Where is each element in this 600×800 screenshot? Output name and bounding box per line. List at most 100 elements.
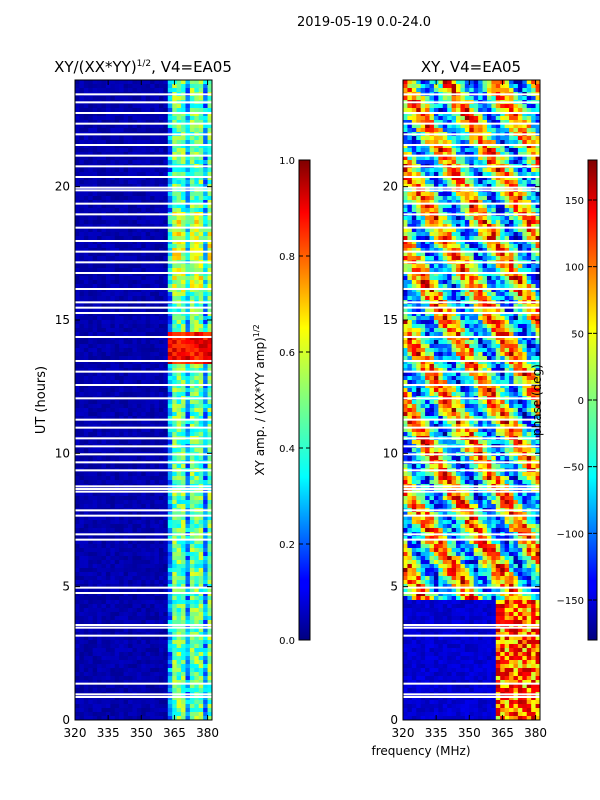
- heatmap-cell: [150, 160, 155, 165]
- heatmap-cell: [110, 696, 116, 701]
- heatmap-cell: [128, 240, 133, 245]
- heatmap-cell: [172, 116, 178, 121]
- heatmap-cell: [123, 220, 129, 225]
- heatmap-cell: [154, 308, 160, 313]
- flagged-row: [75, 485, 212, 488]
- heatmap-cell: [194, 424, 200, 429]
- heatmap-cell: [189, 80, 195, 85]
- heatmap-cell: [145, 660, 151, 665]
- heatmap-cell: [123, 168, 129, 173]
- heatmap-cell: [198, 612, 204, 617]
- heatmap-cell: [83, 628, 89, 633]
- heatmap-cell: [79, 556, 85, 561]
- heatmap-cell: [110, 152, 116, 157]
- heatmap-cell: [123, 544, 129, 549]
- heatmap-cell: [203, 144, 208, 149]
- heatmap-cell: [185, 408, 191, 413]
- heatmap-cell: [145, 448, 151, 453]
- heatmap-cell: [181, 204, 186, 209]
- heatmap-cell: [194, 244, 200, 249]
- heatmap-cell: [92, 636, 98, 641]
- heatmap-cell: [132, 88, 138, 93]
- heatmap-cell: [97, 640, 102, 645]
- heatmap-cell: [198, 228, 204, 233]
- heatmap-cell: [123, 596, 129, 601]
- heatmap-cell: [181, 648, 186, 653]
- heatmap-cell: [154, 528, 160, 533]
- heatmap-cell: [154, 512, 160, 517]
- heatmap-cell: [114, 292, 120, 297]
- heatmap-cell: [189, 636, 195, 641]
- heatmap-cell: [203, 440, 208, 445]
- heatmap-cell: [167, 128, 173, 133]
- heatmap-cell: [145, 540, 151, 545]
- heatmap-cell: [163, 124, 169, 129]
- heatmap-cell: [154, 432, 160, 437]
- heatmap-cell: [119, 320, 125, 325]
- heatmap-cell: [189, 660, 195, 665]
- heatmap-cell: [132, 700, 138, 705]
- heatmap-cell: [141, 424, 147, 429]
- heatmap-cell: [119, 136, 125, 141]
- heatmap-cell: [172, 324, 178, 329]
- heatmap-cell: [181, 636, 186, 641]
- heatmap-cell: [181, 672, 186, 677]
- heatmap-cell: [92, 496, 98, 501]
- heatmap-cell: [75, 496, 80, 501]
- heatmap-cell: [132, 268, 138, 273]
- heatmap-cell: [207, 288, 212, 293]
- heatmap-cell: [119, 456, 125, 461]
- heatmap-cell: [172, 208, 178, 213]
- heatmap-cell: [141, 336, 147, 341]
- heatmap-cell: [189, 420, 195, 425]
- heatmap-cell: [145, 500, 151, 505]
- heatmap-cell: [92, 448, 98, 453]
- heatmap-cell: [154, 588, 160, 593]
- heatmap-cell: [132, 568, 138, 573]
- heatmap-cell: [163, 580, 169, 585]
- heatmap-cell: [203, 416, 208, 421]
- heatmap-cell: [123, 120, 129, 125]
- heatmap-cell: [75, 456, 80, 461]
- heatmap-cell: [181, 104, 186, 109]
- heatmap-cell: [92, 472, 98, 477]
- heatmap-cell: [114, 264, 120, 269]
- heatmap-cell: [181, 304, 186, 309]
- heatmap-cell: [132, 264, 138, 269]
- heatmap-cell: [110, 368, 116, 373]
- heatmap-cell: [198, 264, 204, 269]
- heatmap-cell: [114, 352, 120, 357]
- heatmap-cell: [136, 680, 142, 685]
- heatmap-cell: [194, 512, 200, 517]
- heatmap-cell: [119, 348, 125, 353]
- heatmap-cell: [114, 360, 120, 365]
- heatmap-cell: [128, 412, 133, 417]
- heatmap-cell: [92, 440, 98, 445]
- heatmap-cell: [203, 664, 208, 669]
- heatmap-cell: [92, 408, 98, 413]
- heatmap-cell: [194, 588, 200, 593]
- heatmap-cell: [194, 700, 200, 705]
- heatmap-cell: [132, 160, 138, 165]
- heatmap-cell: [198, 624, 204, 629]
- heatmap-cell: [132, 624, 138, 629]
- heatmap-cell: [189, 400, 195, 405]
- heatmap-cell: [136, 328, 142, 333]
- heatmap-cell: [79, 388, 85, 393]
- heatmap-cell: [145, 200, 151, 205]
- heatmap-cell: [176, 420, 182, 425]
- heatmap-cell: [114, 344, 120, 349]
- heatmap-cell: [141, 400, 147, 405]
- heatmap-cell: [105, 488, 111, 493]
- heatmap-cell: [198, 572, 204, 577]
- heatmap-cell: [198, 472, 204, 477]
- heatmap-cell: [79, 344, 85, 349]
- heatmap-cell: [75, 524, 80, 529]
- heatmap-cell: [185, 576, 191, 581]
- heatmap-cell: [189, 356, 195, 361]
- heatmap-cell: [123, 352, 129, 357]
- heatmap-cell: [158, 612, 164, 617]
- heatmap-cell: [123, 152, 129, 157]
- heatmap-cell: [207, 236, 212, 241]
- heatmap-cell: [75, 500, 80, 505]
